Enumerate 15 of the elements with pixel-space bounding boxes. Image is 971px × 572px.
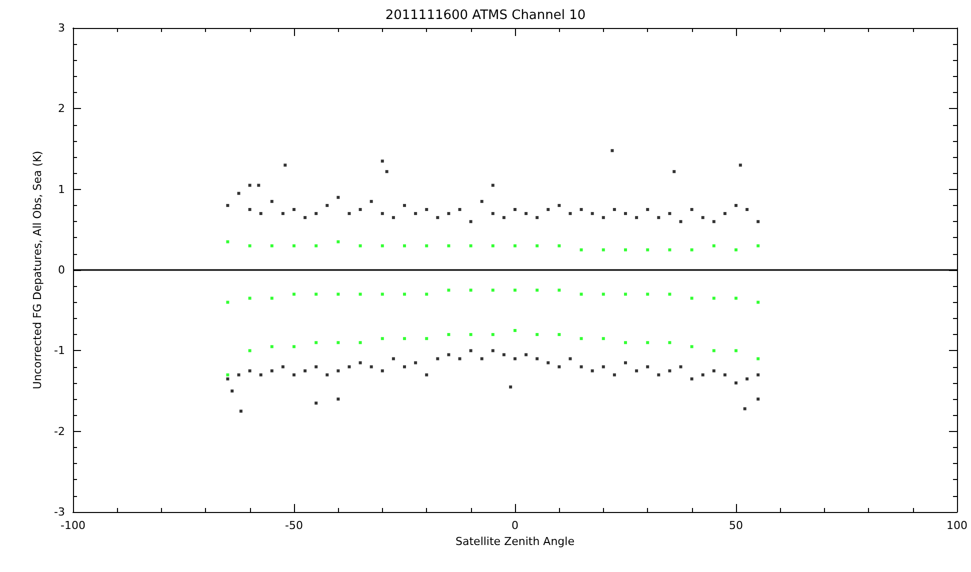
x-axis-title: Satellite Zenith Angle: [456, 534, 575, 548]
x-tick-label: -50: [285, 519, 303, 532]
y-axis-title: Uncorrected FG Depatures, All Obs, Sea (K): [31, 150, 44, 390]
y-tick-label: 3: [58, 22, 65, 34]
y-tick-label: 1: [58, 182, 65, 196]
x-tick-label: 50: [729, 519, 743, 532]
x-tick-label: -100: [60, 519, 86, 532]
x-tick-label: 100: [946, 519, 968, 532]
y-tick-label: -3: [54, 506, 65, 518]
y-tick-label: -2: [54, 424, 65, 438]
y-tick-label: -1: [54, 344, 65, 358]
y-tick-label: 0: [58, 264, 65, 276]
chart-title: 2011111600 ATMS Channel 10: [385, 8, 586, 23]
y-tick-label: 2: [58, 102, 65, 116]
x-tick-label: 0: [512, 519, 518, 532]
